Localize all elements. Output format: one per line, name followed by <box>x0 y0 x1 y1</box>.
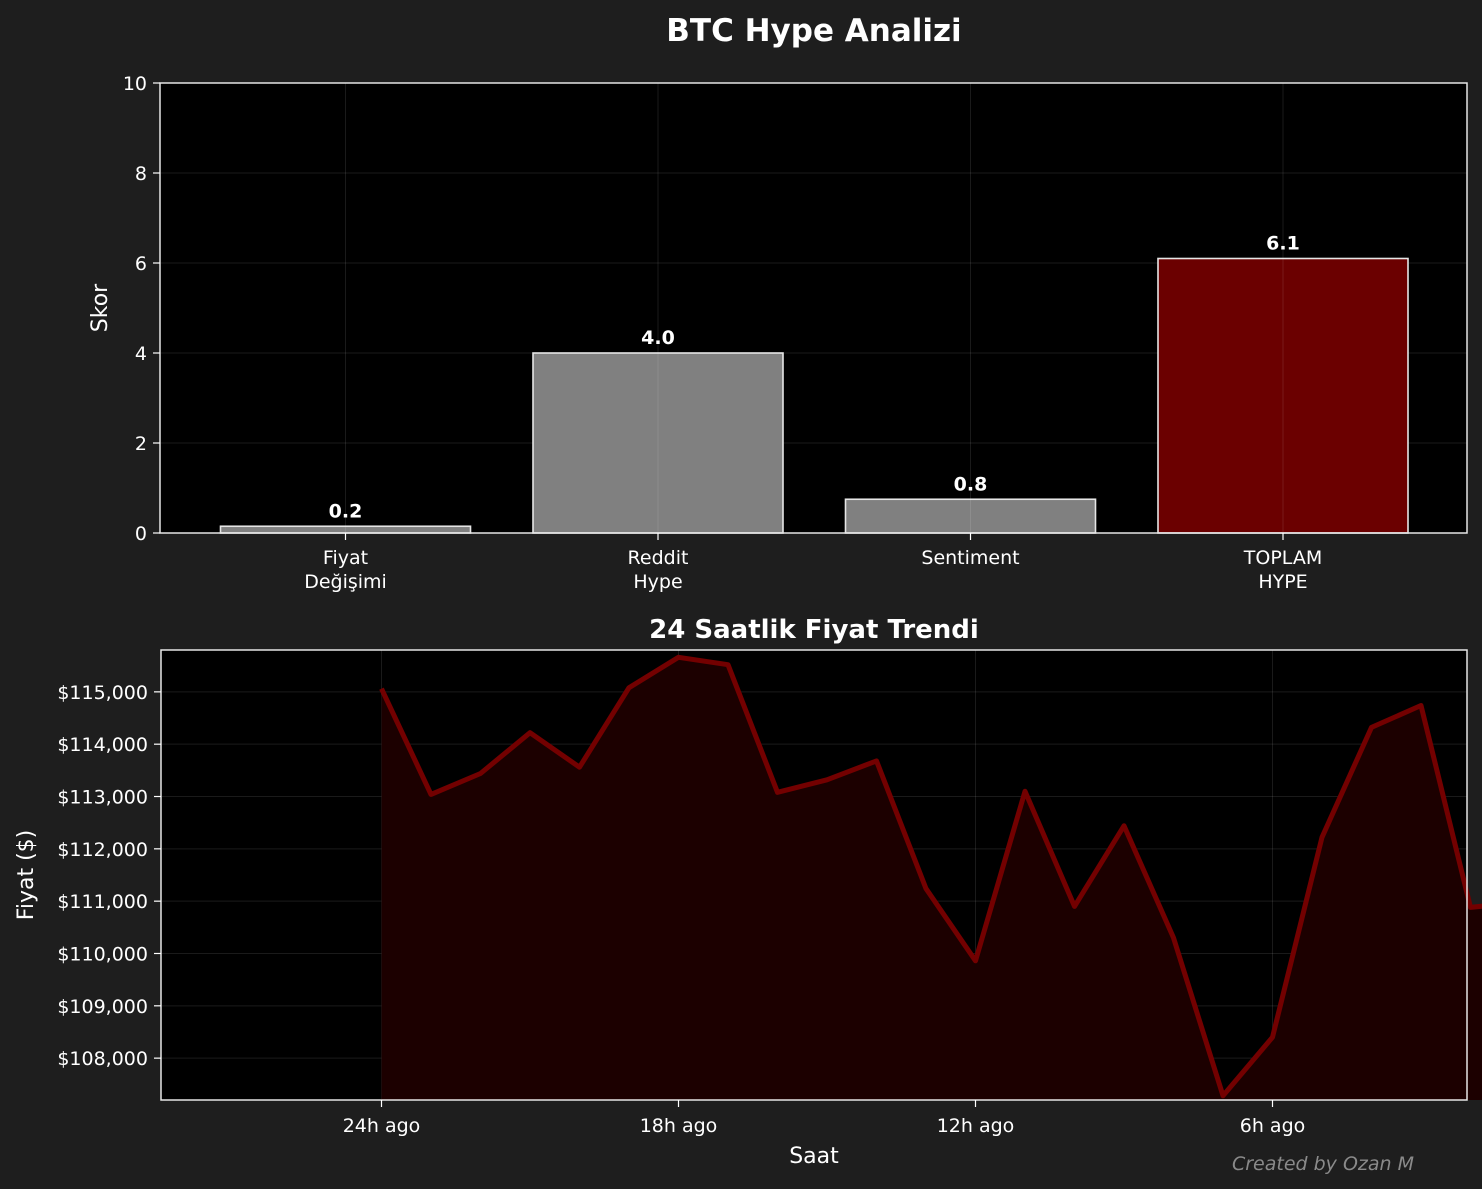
figure-title: BTC Hype Analizi <box>666 13 961 49</box>
line-chart-title: 24 Saatlik Fiyat Trendi <box>649 615 979 645</box>
line-x-tick-label: 18h ago <box>640 1115 718 1137</box>
line-y-ticks: $108,000 $109,000 $110,000 $111,000 $112,000… <box>57 682 161 1070</box>
line-y-tick-label: $112,000 <box>57 839 148 861</box>
bar-y-tick-label: 8 <box>135 163 147 185</box>
bar-y-tick-label: 4 <box>135 343 147 365</box>
bar-vertical-grid <box>345 83 1284 533</box>
bar-y-ticks: 0 2 4 6 8 10 <box>123 73 160 545</box>
line-y-axis-label: Fiyat ($) <box>14 830 39 920</box>
line-y-tick-label: $114,000 <box>57 734 148 756</box>
line-y-tick-label: $113,000 <box>57 787 148 809</box>
bar-data-labels: 0.2 4.0 0.8 6.1 <box>329 233 1300 523</box>
line-x-tick-label: 24h ago <box>343 1115 421 1137</box>
bar-y-tick-label: 0 <box>135 523 147 545</box>
price-area-fill <box>381 657 1482 1100</box>
bar-3 <box>1157 257 1409 534</box>
bar-1 <box>532 352 784 534</box>
line-chart: 24 Saatlik Fiyat Trendi $108,000 $109,000… <box>14 615 1482 1169</box>
line-x-tick-label: 12h ago <box>937 1115 1015 1137</box>
bar-data-label: 0.8 <box>954 473 988 495</box>
bar-2 <box>844 498 1097 534</box>
bar-marks <box>219 257 1409 534</box>
line-y-tick-label: $109,000 <box>57 996 148 1018</box>
line-plot-frame <box>160 649 1468 1101</box>
line-x-axis-label: Saat <box>789 1144 839 1169</box>
bar-y-tick-label: 2 <box>135 433 147 455</box>
credit-text: Created by Ozan M <box>1232 1153 1414 1175</box>
bar-data-label: 6.1 <box>1266 233 1300 255</box>
bar-x-tick-label: Sentiment <box>921 547 1019 569</box>
bar-plot-frame <box>159 82 1468 534</box>
bar-data-label: 4.0 <box>641 327 675 349</box>
bar-x-tick-label: TOPLAM HYPE <box>1243 547 1322 593</box>
bar-x-ticks: Fiyat Değişimi Reddit Hype Sentiment TOPLAM HY… <box>304 533 1322 593</box>
line-x-tick-label: 6h ago <box>1240 1115 1306 1137</box>
line-y-tick-label: $115,000 <box>57 682 148 704</box>
bar-x-tick-label: Reddit Hype <box>628 547 689 593</box>
line-y-tick-label: $110,000 <box>57 943 148 965</box>
bar-data-label: 0.2 <box>329 500 363 522</box>
bar-x-tick-label: Fiyat Değişimi <box>304 547 387 593</box>
bar-chart: 0 2 4 6 8 10 Fiyat Değişimi Reddit Hype Sentiment… <box>88 73 1468 593</box>
bar-y-axis-label: Skor <box>88 283 113 332</box>
line-y-tick-label: $108,000 <box>57 1048 148 1070</box>
bar-y-tick-label: 10 <box>123 73 147 95</box>
price-line <box>379 654 1482 1099</box>
bar-y-tick-label: 6 <box>135 253 147 275</box>
line-y-tick-label: $111,000 <box>57 891 148 913</box>
